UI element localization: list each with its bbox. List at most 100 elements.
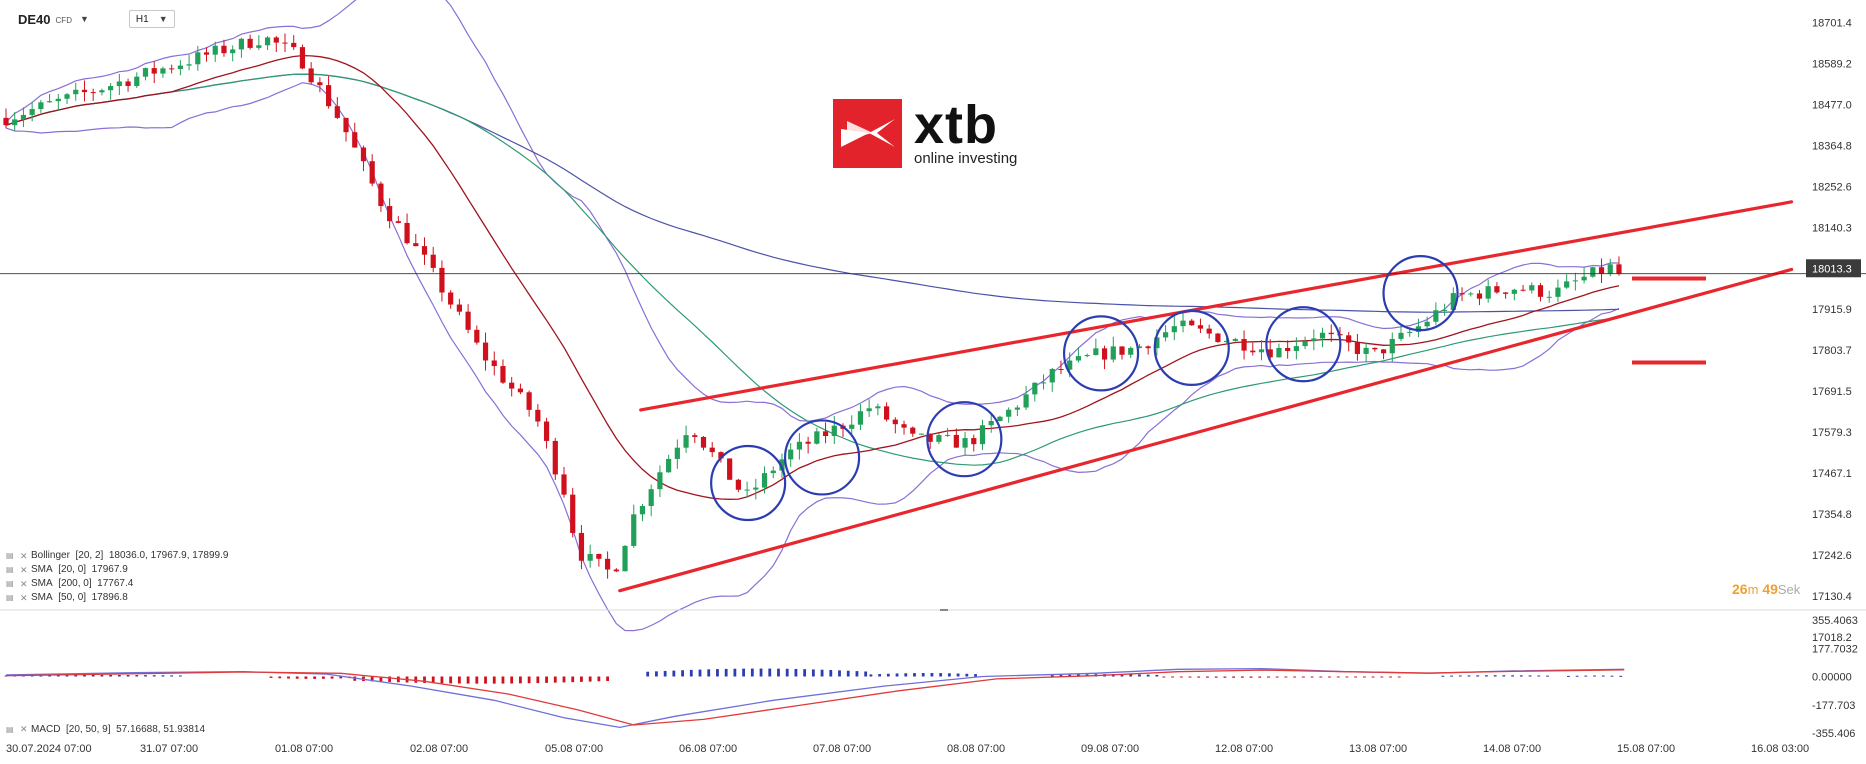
macd-histogram-bar <box>321 676 325 679</box>
macd-histogram-bar <box>330 676 334 679</box>
close-icon[interactable]: ✕ <box>20 551 28 561</box>
y-tick-label: 18364.8 <box>1812 140 1852 152</box>
macd-histogram-bar <box>681 670 684 677</box>
candle-body <box>979 425 986 445</box>
candle-body <box>1093 348 1099 356</box>
candle-body <box>273 37 279 43</box>
macd-histogram-bar <box>1476 675 1480 677</box>
macd-histogram-bar <box>440 676 444 684</box>
settings-icon[interactable]: ▤ <box>6 565 14 574</box>
macd-histogram-bar <box>904 673 908 677</box>
highlight-circle <box>926 401 1003 478</box>
candle-body <box>622 545 628 572</box>
y-tick-label: 17018.2 <box>1812 632 1852 644</box>
macd-histogram-bar <box>689 669 693 677</box>
candle-body <box>203 52 210 55</box>
x-tick-label: 13.08 07:00 <box>1349 743 1407 755</box>
macd-histogram-bar <box>672 670 676 677</box>
candle-body <box>683 435 689 448</box>
x-axis: 30.07.2024 07:00 31.07 07:00 01.08 07:00 02… <box>6 743 1809 755</box>
y-tick-label: 18140.3 <box>1812 222 1852 234</box>
macd-histogram-bar <box>1467 675 1471 677</box>
xtb-logo: xtb online investing <box>833 98 1017 168</box>
candle-body <box>1197 325 1204 329</box>
macd-histogram-bar <box>170 675 174 677</box>
indicator-values: 17967.9 <box>91 564 128 575</box>
candle-body <box>1476 293 1483 299</box>
macd-histogram-bar <box>126 675 130 677</box>
macd-histogram-bar <box>895 673 899 677</box>
highlight-circle <box>1382 255 1459 332</box>
macd-histogram-bar <box>492 676 496 684</box>
symbol-dropdown-icon[interactable]: ▼ <box>79 14 89 24</box>
macd-histogram-bar <box>846 670 850 677</box>
macd-histogram-bar <box>1450 675 1453 677</box>
timeframe-selector[interactable]: H1 ▼ <box>128 10 175 28</box>
candle-body <box>64 94 70 99</box>
macd-histogram-bar <box>698 669 702 677</box>
indicator-values: 17767.4 <box>97 578 134 589</box>
settings-icon[interactable]: ▤ <box>6 725 14 734</box>
close-icon[interactable]: ✕ <box>20 724 28 734</box>
settings-icon[interactable]: ▤ <box>6 593 14 602</box>
candle-body <box>1372 347 1378 350</box>
macd-histogram-bar <box>1162 676 1166 678</box>
candle-body <box>142 68 149 77</box>
macd-histogram-bar <box>1519 675 1523 677</box>
macd-histogram-bar <box>811 669 815 677</box>
candle-body <box>125 81 131 86</box>
candle-body <box>1407 331 1413 333</box>
macd-histogram-bar <box>1493 675 1497 677</box>
macd-histogram-bar <box>287 676 290 679</box>
macd-histogram-bar <box>545 676 548 683</box>
macd-histogram-bar <box>1146 674 1150 677</box>
macd-histogram-bar <box>1502 675 1506 677</box>
candle-body <box>195 52 201 65</box>
candle-body <box>482 342 489 361</box>
candle-body <box>55 98 61 102</box>
candle-body <box>1529 285 1535 291</box>
candle-body <box>849 424 855 429</box>
macd-histogram-bar <box>379 676 383 682</box>
macd-histogram-bar <box>144 675 147 677</box>
candle-body <box>535 409 541 422</box>
candle-body <box>99 90 105 93</box>
symbol-name[interactable]: DE40 <box>18 11 51 27</box>
macd-histogram-bar <box>606 676 609 681</box>
candle-body <box>709 447 715 453</box>
candle-body <box>1067 360 1073 370</box>
close-icon[interactable]: ✕ <box>20 579 28 589</box>
candle-body <box>439 267 445 293</box>
symbol-type: CFD <box>55 15 72 25</box>
settings-icon[interactable]: ▤ <box>6 579 14 588</box>
countdown-minutes: 26 <box>1732 581 1748 597</box>
candle-body <box>1232 339 1238 341</box>
highlight-circle <box>1153 309 1230 387</box>
candle-body <box>875 406 881 409</box>
close-icon[interactable]: ✕ <box>20 593 28 603</box>
y-tick-label: 17691.5 <box>1812 386 1852 398</box>
indicator-values: 18036.0, 17967.9, 17899.9 <box>108 550 229 561</box>
settings-icon[interactable]: ▤ <box>6 551 14 560</box>
macd-histogram-bar <box>1301 676 1305 678</box>
candle-body <box>822 431 829 437</box>
level-marks <box>1632 276 1706 365</box>
candle-body <box>892 419 898 425</box>
chart-toolbar: DE40 CFD ▼ H1 ▼ <box>0 8 175 30</box>
macd-histogram-bar <box>501 676 505 684</box>
x-tick-label: 02.08 07:00 <box>410 743 468 755</box>
candle-body <box>578 532 585 561</box>
candle-body <box>788 449 794 460</box>
candlesticks <box>3 33 1622 579</box>
macd-histogram-bar <box>655 671 658 677</box>
axes: 18701.4 18589.2 18477.0 18364.8 18252.6 18140… <box>0 17 1866 644</box>
macd-signal-line <box>5 669 1625 726</box>
macd-histogram-bar <box>597 676 601 682</box>
close-icon[interactable]: ✕ <box>20 565 28 575</box>
macd-histogram-bar <box>178 675 182 677</box>
macd-histogram-bar <box>794 668 798 677</box>
y-tick-label: 18589.2 <box>1812 58 1852 70</box>
candle-body <box>936 435 942 442</box>
